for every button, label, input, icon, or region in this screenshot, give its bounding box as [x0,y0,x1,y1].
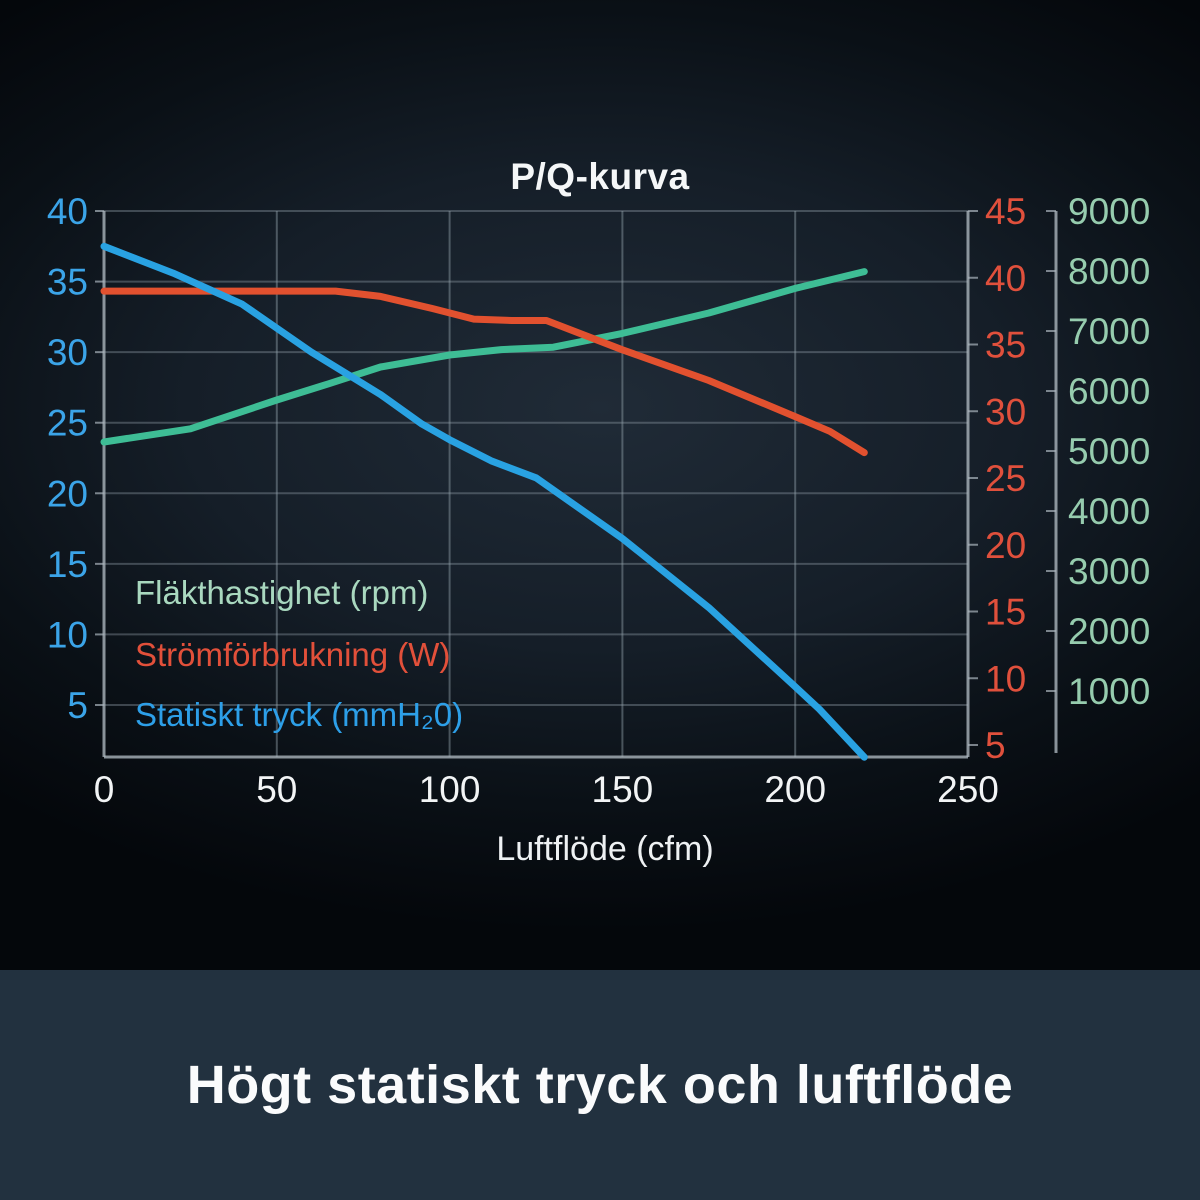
x-axis-tick-label: 150 [592,769,654,810]
fan-speed-axis-tick-label: 2000 [1068,611,1150,652]
pq-chart: 40 35 30 25 20 15 10 5 45 40 35 30 25 20 15 10 5 9000 8000… [47,191,1150,810]
chart-title: P/Q-kurva [510,156,690,197]
left-axis-tick-label: 15 [47,544,88,585]
fan-speed-axis-tick-label: 3000 [1068,551,1150,592]
power-axis-tick-label: 20 [985,525,1026,566]
fan-speed-axis-tick-label: 4000 [1068,491,1150,532]
left-axis-tick-label: 40 [47,191,88,232]
power-axis-tick-label: 5 [985,725,1006,766]
chart-section: P/Q-kurva 40 35 30 25 20 15 10 5 45 40 35 30 25 20 15 1… [0,0,1200,970]
left-axis-tick-label: 5 [67,685,88,726]
legend-item-fan-speed: Fläkthastighet (rpm) [135,574,429,611]
x-axis-tick-label: 0 [94,769,115,810]
caption-banner: Högt statiskt tryck och luftflöde [0,970,1200,1200]
power-axis-tick-label: 15 [985,592,1026,633]
power-curve [100,287,868,457]
x-axis-tick-label: 250 [937,769,999,810]
power-axis-tick-label: 35 [985,325,1026,366]
power-axis-tick-label: 25 [985,458,1026,499]
x-axis-tick-label: 200 [764,769,826,810]
power-axis-tick-label: 10 [985,658,1026,699]
fan-speed-axis-tick-label: 7000 [1068,311,1150,352]
left-axis-tick-label: 10 [47,614,88,655]
fan-speed-axis-tick-label: 9000 [1068,191,1150,232]
static-pressure-curve [100,242,868,761]
power-axis-tick-label: 30 [985,391,1026,432]
fan-speed-curve [100,268,868,446]
fan-speed-axis-tick-label: 1000 [1068,671,1150,712]
left-axis-tick-label: 30 [47,332,88,373]
fan-speed-axis-tick-label: 8000 [1068,251,1150,292]
power-axis-tick-label: 40 [985,258,1026,299]
fan-speed-axis-tick-label: 6000 [1068,371,1150,412]
x-axis-title: Luftflöde (cfm) [496,830,714,868]
left-axis-tick-label: 20 [47,473,88,514]
left-axis-tick-label: 35 [47,262,88,303]
legend-item-power: Strömförbrukning (W) [135,636,451,673]
fan-speed-axis-tick-label: 5000 [1068,431,1150,472]
legend-item-static-pressure: Statiskt tryck (mmH₂0) [135,696,464,733]
left-axis-tick-label: 25 [47,403,88,444]
caption-text: Högt statiskt tryck och luftflöde [186,1055,1014,1115]
power-axis-tick-label: 45 [985,191,1026,232]
x-axis-tick-label: 100 [419,769,481,810]
x-axis-tick-label: 50 [256,769,297,810]
